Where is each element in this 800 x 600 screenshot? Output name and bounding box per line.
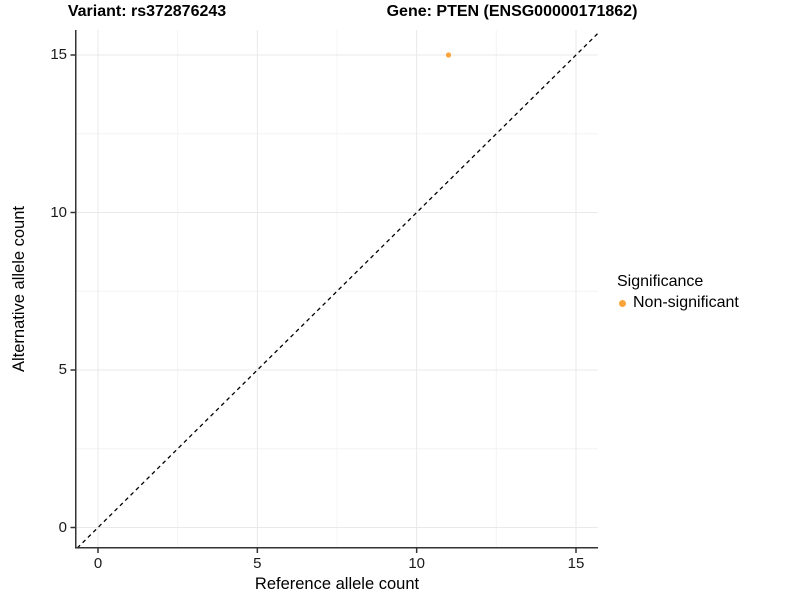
x-tick-label: 10 xyxy=(408,555,425,572)
y-tick-label: 0 xyxy=(58,518,67,536)
identity-dashed-line xyxy=(76,32,599,549)
x-tick-label: 5 xyxy=(253,555,262,572)
legend-item-label: Non-significant xyxy=(633,294,739,311)
legend-title: Significance xyxy=(617,273,704,290)
plot-title-variant: Variant: rs372876243 xyxy=(67,3,227,20)
y-tick-label: 5 xyxy=(58,361,67,378)
y-axis-title: Alternative allele count xyxy=(10,206,28,373)
y-tick-label: 15 xyxy=(50,46,67,63)
x-axis-title: Reference allele count xyxy=(254,575,420,593)
legend-items: Non-significant xyxy=(617,294,739,312)
legend: Significance Non-significant xyxy=(617,273,739,312)
plot-title-gene: Gene: PTEN (ENSG00000171862) xyxy=(386,3,638,20)
data-point xyxy=(445,52,452,58)
x-tick-label: 15 xyxy=(567,555,585,572)
x-tick-label: 0 xyxy=(93,555,103,572)
legend-point-icon xyxy=(619,299,626,307)
legend-item: Non-significant xyxy=(617,294,739,312)
y-tick-label: 10 xyxy=(50,203,67,221)
